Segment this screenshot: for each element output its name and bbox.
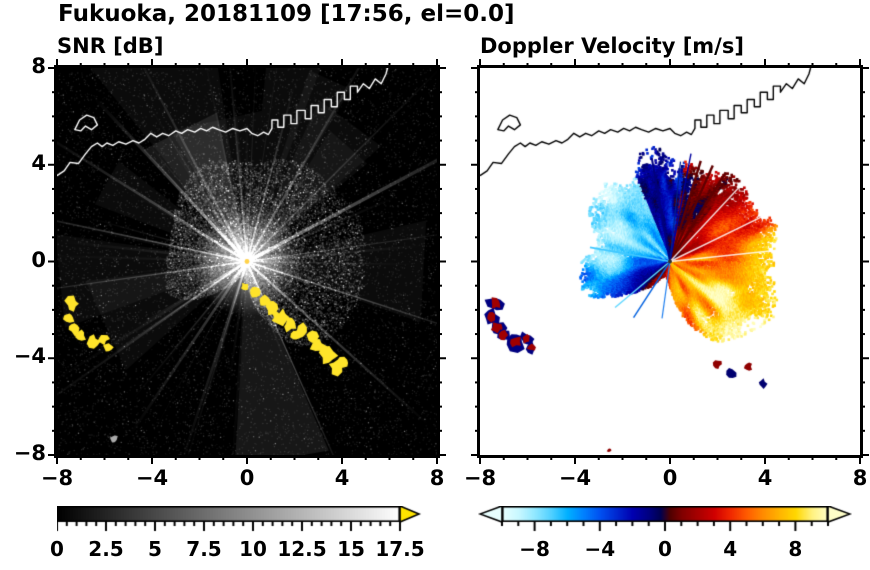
x-tick-label-right: −4 bbox=[558, 466, 592, 490]
snr-colorbar-tick-label: 7.5 bbox=[186, 537, 222, 561]
snr-colorbar-tick-label: 0 bbox=[50, 537, 64, 561]
snr-colorbar-tick-label: 15 bbox=[337, 537, 365, 561]
x-tick-label-right: 0 bbox=[662, 466, 678, 490]
y-tick-label: −8 bbox=[13, 441, 46, 465]
x-tick-label-left: −4 bbox=[135, 466, 169, 490]
figure-title: Fukuoka, 20181109 [17:56, el=0.0] bbox=[58, 1, 515, 27]
vel-colorbar-tick-label: −8 bbox=[519, 537, 550, 561]
x-tick-label-left: 0 bbox=[239, 466, 255, 490]
snr-colorbar bbox=[57, 506, 422, 536]
y-tick-label: 8 bbox=[31, 54, 46, 78]
y-tick-label: 4 bbox=[31, 150, 46, 175]
snr-colorbar-tick-label: 2.5 bbox=[88, 537, 124, 561]
x-tick-label-right: −8 bbox=[463, 466, 497, 490]
vel-colorbar-tick-label: 4 bbox=[723, 537, 738, 561]
snr-panel-title: SNR [dB] bbox=[57, 34, 164, 58]
snr-colorbar-tick-label: 12.5 bbox=[277, 537, 327, 561]
x-tick-label-right: 8 bbox=[852, 466, 868, 490]
x-tick-label-left: 8 bbox=[429, 466, 445, 490]
vel-colorbar-tick-label: 0 bbox=[658, 537, 672, 561]
velocity-colorbar bbox=[478, 506, 852, 536]
doppler-panel-title: Doppler Velocity [m/s] bbox=[480, 34, 744, 58]
vel-colorbar-tick-label: 8 bbox=[788, 537, 803, 561]
x-tick-label-right: 4 bbox=[757, 466, 773, 490]
snr-colorbar-tick-label: 10 bbox=[239, 537, 267, 561]
doppler-heatmap-canvas bbox=[480, 68, 860, 455]
vel-colorbar-tick-label: −4 bbox=[584, 537, 616, 561]
snr-heatmap-canvas bbox=[57, 68, 437, 455]
y-tick-label: −4 bbox=[13, 344, 46, 369]
y-tick-label: 0 bbox=[31, 247, 46, 272]
x-tick-label-left: −8 bbox=[40, 466, 74, 490]
snr-colorbar-tick-label: 17.5 bbox=[375, 537, 425, 561]
x-tick-label-left: 4 bbox=[334, 466, 350, 490]
snr-colorbar-tick-label: 5 bbox=[148, 537, 162, 561]
